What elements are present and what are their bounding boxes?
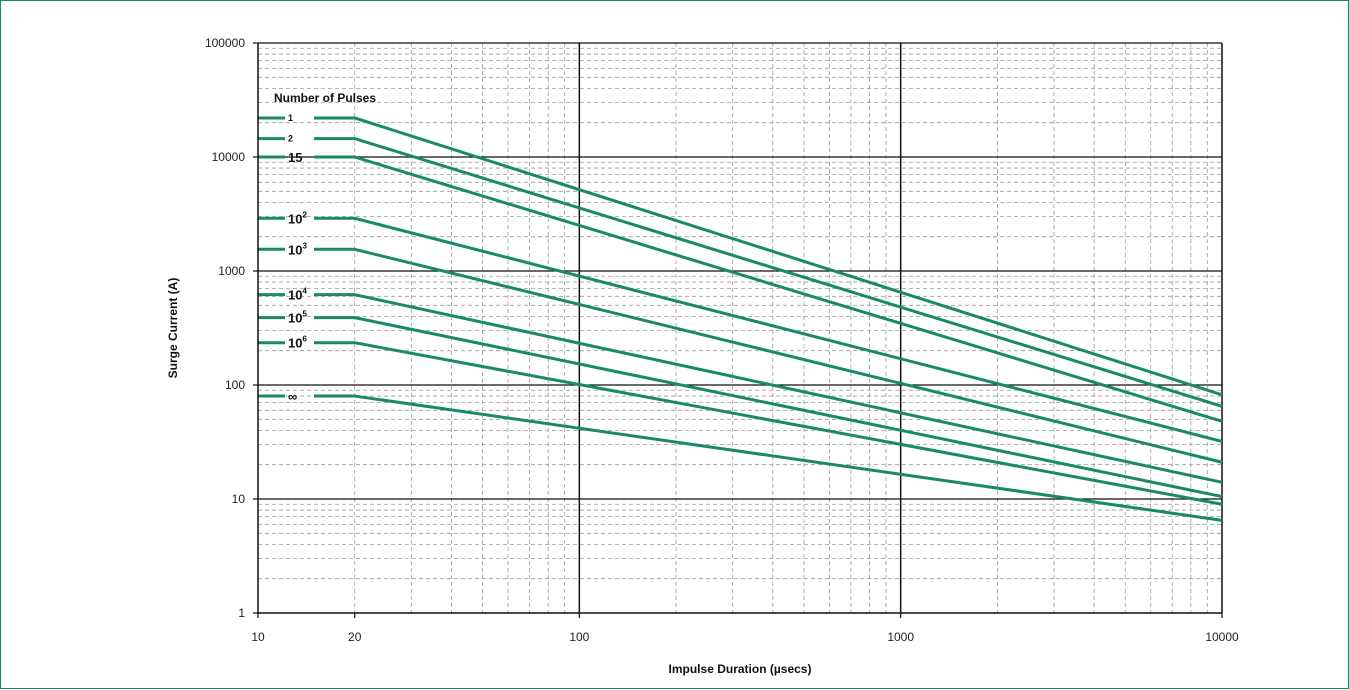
series-label: 103	[288, 241, 307, 257]
x-tick-label: 10000	[1205, 630, 1239, 644]
series-line	[314, 216, 1223, 443]
y-axis-title: Surge Current (A)	[166, 278, 180, 379]
series-label: 15	[288, 150, 302, 165]
series-label: 2	[288, 134, 293, 144]
series-line	[314, 341, 1223, 506]
y-tick-label: 1000	[218, 264, 245, 278]
grid-major	[258, 42, 1223, 613]
axes	[253, 42, 1223, 618]
series-label: 1	[288, 113, 293, 123]
series-label-exponent: 2	[302, 210, 307, 219]
x-tick-label: 20	[348, 630, 362, 644]
y-tick-label: 100	[225, 378, 245, 392]
series-label: 106	[288, 335, 307, 351]
series-line	[314, 137, 1223, 408]
series-lines	[258, 116, 1223, 522]
y-tick-labels: 1 10 100 1000 10000 100000	[205, 36, 245, 620]
y-tick-label: 10000	[212, 150, 246, 164]
y-tick-label: 1	[238, 606, 245, 620]
x-tick-label: 10	[251, 630, 265, 644]
series-label: 102	[288, 210, 307, 226]
series-line	[314, 316, 1223, 499]
series-label-exponent: 3	[302, 241, 307, 250]
series-label: 105	[288, 310, 307, 326]
x-tick-label: 100	[569, 630, 589, 644]
series-label-exponent: 4	[302, 287, 307, 296]
y-tick-label: 10	[232, 492, 246, 506]
grid-minor	[258, 43, 1222, 613]
series-label: ∞	[288, 389, 297, 404]
series-line	[314, 155, 1223, 423]
series-label: 104	[288, 287, 307, 303]
x-axis-title: Impulse Duration (µsecs)	[669, 662, 812, 676]
series-line	[314, 293, 1223, 484]
series-label-exponent: 6	[302, 335, 307, 344]
series-line	[314, 247, 1223, 464]
x-tick-label: 1000	[887, 630, 914, 644]
y-tick-label: 100000	[205, 36, 245, 50]
series-line	[314, 394, 1223, 522]
legend-title: Number of Pulses	[274, 91, 376, 105]
series-label-exponent: 5	[302, 310, 307, 319]
x-tick-labels: 10 20 100 1000 10000	[251, 630, 1239, 644]
series-line	[314, 116, 1223, 397]
